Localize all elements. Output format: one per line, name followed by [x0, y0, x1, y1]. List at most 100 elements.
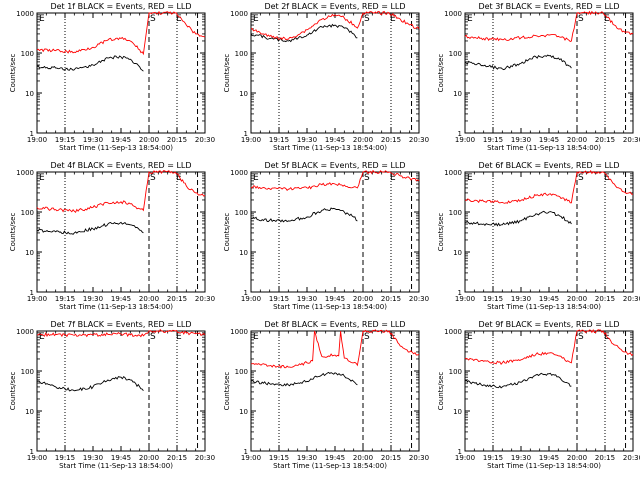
- annotation-label: S: [364, 14, 370, 24]
- annotation-label: E: [253, 173, 259, 183]
- y-axis-label: Counts/sec: [437, 54, 445, 93]
- x-tick-label: 19:15: [55, 295, 75, 303]
- annotation-label: E: [253, 14, 259, 24]
- y-tick-label: 10: [239, 408, 248, 416]
- annotation-label: S: [364, 332, 370, 342]
- series-line-lld: [250, 10, 420, 41]
- y-tick-label: 1: [244, 130, 248, 138]
- y-tick-label: 1: [458, 289, 462, 297]
- y-axis-label: Counts/sec: [223, 213, 231, 252]
- y-axis-label: Counts/sec: [437, 213, 445, 252]
- y-tick-label: 100: [21, 50, 34, 58]
- y-tick-label: 1000: [230, 328, 248, 336]
- y-tick-label: 1000: [230, 169, 248, 177]
- x-tick-label: 19:45: [111, 136, 131, 144]
- x-tick-label: 19:30: [511, 454, 531, 462]
- y-tick-label: 1000: [444, 10, 462, 18]
- x-tick-label: 19:45: [325, 295, 345, 303]
- x-tick-label: 19:15: [483, 454, 503, 462]
- x-tick-label: 20:15: [381, 136, 401, 144]
- plot-frame: [464, 330, 634, 452]
- x-tick-label: 20:30: [409, 295, 429, 303]
- y-axis-label: Counts/sec: [437, 372, 445, 411]
- annotation-label: E: [604, 173, 610, 183]
- y-axis-label: Counts/sec: [223, 372, 231, 411]
- annotation-label: S: [150, 173, 156, 183]
- x-tick-label: 19:15: [483, 295, 503, 303]
- annotation-label: E: [390, 173, 396, 183]
- y-tick-label: 100: [235, 368, 248, 376]
- x-tick-label: 19:15: [55, 454, 75, 462]
- annotation-label: E: [176, 332, 182, 342]
- y-tick-label: 10: [453, 408, 462, 416]
- annotation-label: S: [150, 332, 156, 342]
- series-line-lld: [464, 10, 634, 43]
- panel-title: Det 9f BLACK = Events, RED = LLD: [478, 320, 619, 329]
- x-tick-label: 19:45: [111, 295, 131, 303]
- x-axis-label: Start Time (11-Sep-13 18:54:00): [487, 303, 601, 311]
- y-tick-label: 1000: [230, 10, 248, 18]
- plot-frame: [250, 12, 420, 134]
- x-tick-label: 19:00: [241, 454, 261, 462]
- plot-frame: [250, 330, 420, 452]
- series-line-lld: [464, 329, 634, 365]
- x-axis-label: Start Time (11-Sep-13 18:54:00): [487, 462, 601, 470]
- x-tick-label: 20:15: [595, 295, 615, 303]
- x-tick-label: 20:00: [353, 136, 373, 144]
- x-tick-label: 20:30: [623, 295, 640, 303]
- x-tick-label: 19:30: [511, 295, 531, 303]
- x-tick-label: 19:45: [325, 136, 345, 144]
- x-tick-label: 19:00: [241, 295, 261, 303]
- x-tick-label: 20:15: [595, 454, 615, 462]
- x-tick-label: 20:15: [381, 295, 401, 303]
- panel-title: Det 8f BLACK = Events, RED = LLD: [264, 320, 405, 329]
- y-tick-label: 100: [235, 209, 248, 217]
- series-line-lld: [37, 328, 206, 338]
- y-tick-label: 100: [235, 50, 248, 58]
- panel-1: Det 1f BLACK = Events, RED = LLD 1 10 100 10…: [9, 2, 215, 152]
- x-tick-label: 19:30: [297, 136, 317, 144]
- panel-6: Det 6f BLACK = Events, RED = LLD 1 10 100 10…: [437, 161, 640, 311]
- series-line-events: [464, 210, 572, 227]
- series-line-lld: [36, 169, 206, 214]
- x-tick-label: 20:00: [139, 136, 159, 144]
- panel-3: Det 3f BLACK = Events, RED = LLD 1 10 100 10…: [437, 2, 640, 152]
- panel-title: Det 1f BLACK = Events, RED = LLD: [50, 2, 191, 11]
- x-tick-label: 19:15: [269, 136, 289, 144]
- x-tick-label: 19:00: [455, 136, 475, 144]
- series-line-events: [250, 371, 358, 387]
- x-tick-label: 20:00: [567, 136, 587, 144]
- x-tick-label: 20:30: [195, 136, 215, 144]
- x-tick-label: 19:15: [55, 136, 75, 144]
- annotation-label: S: [578, 332, 584, 342]
- annotation-label: E: [176, 14, 182, 24]
- panel-4: Det 4f BLACK = Events, RED = LLD 1 10 100 10…: [9, 161, 215, 311]
- panel-title: Det 4f BLACK = Events, RED = LLD: [50, 161, 191, 170]
- series-line-lld: [464, 169, 634, 204]
- x-tick-label: 20:15: [381, 454, 401, 462]
- annotation-label: E: [39, 14, 45, 24]
- annotation-label: E: [390, 14, 396, 24]
- annotation-label: S: [364, 173, 370, 183]
- panel-title: Det 3f BLACK = Events, RED = LLD: [478, 2, 619, 11]
- annotation-label: E: [176, 173, 182, 183]
- annotation-label: E: [467, 173, 473, 183]
- series-line-lld: [250, 169, 420, 191]
- y-axis-label: Counts/sec: [9, 54, 17, 93]
- x-axis-label: Start Time (11-Sep-13 18:54:00): [59, 303, 173, 311]
- x-tick-label: 19:00: [27, 454, 47, 462]
- panel-title: Det 5f BLACK = Events, RED = LLD: [264, 161, 405, 170]
- y-tick-label: 1: [30, 289, 34, 297]
- y-tick-label: 100: [449, 368, 462, 376]
- x-tick-label: 20:30: [623, 454, 640, 462]
- annotation-label: E: [467, 14, 473, 24]
- x-axis-label: Start Time (11-Sep-13 18:54:00): [273, 462, 387, 470]
- y-axis-label: Counts/sec: [9, 372, 17, 411]
- x-tick-label: 19:30: [297, 454, 317, 462]
- x-axis-label: Start Time (11-Sep-13 18:54:00): [59, 144, 173, 152]
- annotation-label: S: [578, 173, 584, 183]
- panel-title: Det 7f BLACK = Events, RED = LLD: [50, 320, 191, 329]
- series-line-events: [464, 372, 572, 389]
- y-tick-label: 100: [449, 209, 462, 217]
- plot-frame: [36, 171, 206, 293]
